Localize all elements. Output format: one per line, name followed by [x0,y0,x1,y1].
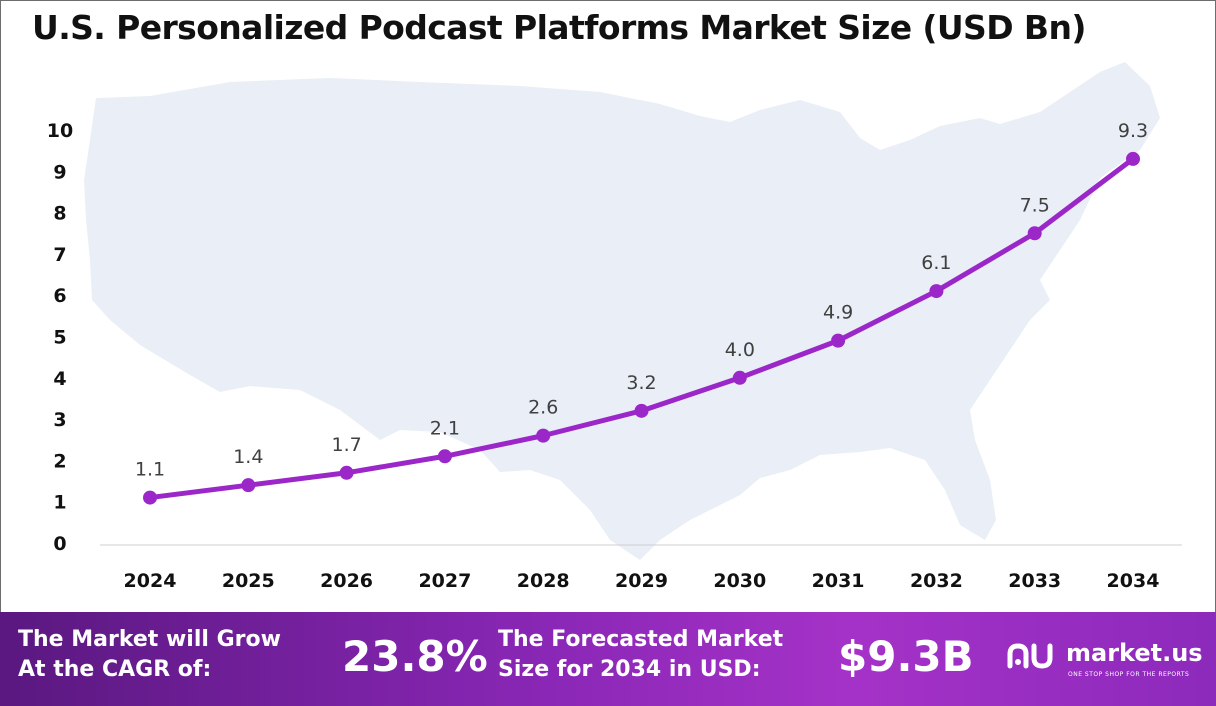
y-tick-label: 9 [53,161,66,183]
data-label: 7.5 [1020,194,1050,216]
y-tick-label: 4 [53,368,66,390]
cagr-value: 23.8% [342,632,488,681]
x-tick-label: 2031 [812,570,865,592]
data-point [143,490,157,505]
data-label: 3.2 [626,372,656,394]
data-point [1027,226,1042,241]
y-tick-label: 8 [53,203,66,225]
y-tick-label: 1 [53,492,66,514]
data-label: 1.1 [135,459,165,481]
data-label: 1.4 [233,446,263,468]
y-axis: 0 1 2 3 4 5 6 7 8 9 10 [47,120,73,555]
x-tick-label: 2030 [713,570,766,592]
line-chart: 0 1 2 3 4 5 6 7 8 9 10 2024 2025 2026 2027 2028 2029 203… [47,62,1182,592]
data-point [536,428,551,443]
data-points [143,151,1140,505]
cagr-label: The Market will Grow At the CAGR of: [18,625,281,685]
x-tick-label: 2033 [1008,570,1061,592]
data-point [929,284,944,299]
x-tick-label: 2029 [615,570,668,592]
data-labels: 1.1 1.4 1.7 2.1 2.6 3.2 4.0 4.9 6.1 7.5 9.3 [135,120,1148,481]
brand-tagline: ONE STOP SHOP FOR THE REPORTS [1068,671,1190,678]
x-tick-label: 2028 [517,570,570,592]
data-point [437,449,452,464]
x-tick-label: 2027 [418,570,471,592]
data-label: 2.1 [430,417,460,439]
data-label: 4.0 [725,339,755,361]
x-tick-label: 2034 [1107,570,1160,592]
data-point [634,403,649,418]
brand-logo[interactable]: market.us ONE STOP SHOP FOR THE REPORTS [1006,636,1216,686]
y-tick-label: 6 [53,285,66,307]
data-point [831,333,846,348]
cagr-label-line2: At the CAGR of: [18,657,212,682]
y-tick-label: 3 [53,409,66,431]
y-tick-label: 5 [53,327,66,349]
data-label: 1.7 [331,434,361,456]
data-label: 2.6 [528,397,558,419]
forecast-label-line1: The Forecasted Market [498,627,784,652]
x-tick-label: 2026 [320,570,373,592]
x-axis: 2024 2025 2026 2027 2028 2029 2030 2031 2032 2033… [124,570,1160,592]
y-tick-label: 2 [53,450,66,472]
y-tick-label: 0 [53,533,66,555]
us-map-background [84,62,1160,560]
data-label: 9.3 [1118,120,1148,142]
cagr-label-line1: The Market will Grow [18,627,281,652]
forecast-value: $9.3B [838,632,974,681]
y-tick-label: 10 [47,120,73,142]
data-point [1126,151,1140,166]
data-point [339,465,354,480]
x-tick-label: 2032 [910,570,963,592]
market-us-logo-icon [1007,643,1053,669]
chart-title: U.S. Personalized Podcast Platforms Mark… [32,8,1086,47]
x-tick-label: 2024 [124,570,177,592]
forecast-label-line2: Size for 2034 in USD: [498,657,761,682]
data-point [732,370,747,385]
data-label: 6.1 [921,252,951,274]
x-tick-label: 2025 [222,570,275,592]
summary-banner: The Market will Grow At the CAGR of: 23.… [0,612,1216,706]
data-label: 4.9 [823,302,853,324]
data-point [241,478,256,493]
y-tick-label: 7 [53,244,66,266]
brand-name: market.us [1066,639,1203,667]
forecast-label: The Forecasted Market Size for 2034 in U… [498,625,783,685]
